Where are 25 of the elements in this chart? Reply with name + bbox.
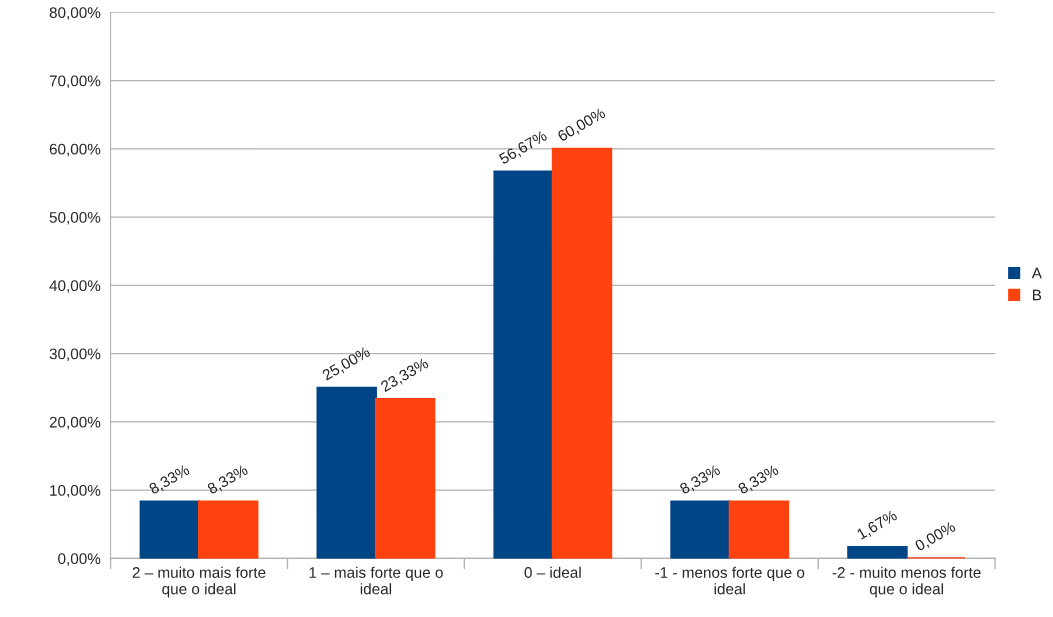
bar	[374, 398, 436, 559]
bar	[139, 500, 201, 559]
y-tick-label: 70,00%	[49, 75, 101, 89]
x-tick-label: 1 – mais forte que o ideal	[309, 566, 443, 595]
y-tick-label: 60,00%	[49, 143, 101, 157]
bar	[493, 170, 554, 559]
bar	[847, 545, 908, 559]
y-tick-label: 0,00%	[58, 553, 101, 566]
legend-label: A	[1031, 267, 1042, 279]
y-tick-label: 80,00%	[49, 7, 101, 20]
y-tick-label: 40,00%	[49, 280, 101, 293]
x-tick-label: 2 – muito mais forte que o ideal	[132, 566, 266, 598]
bar	[670, 500, 731, 559]
bar	[197, 500, 259, 559]
y-tick-label: 30,00%	[49, 348, 101, 362]
y-tick-label: 50,00%	[49, 211, 101, 225]
x-tick-label: -2 - muito menos forte que o ideal	[832, 566, 981, 598]
x-tick-label: 0 – ideal	[524, 566, 581, 578]
bar	[316, 386, 377, 559]
legend-label: B	[1033, 289, 1042, 301]
y-tick-label: 20,00%	[49, 416, 101, 430]
bar	[728, 500, 790, 559]
x-tick-label: -1 - menos forte que o ideal	[655, 566, 805, 595]
bar	[551, 147, 613, 559]
y-tick-label: 10,00%	[50, 485, 101, 498]
